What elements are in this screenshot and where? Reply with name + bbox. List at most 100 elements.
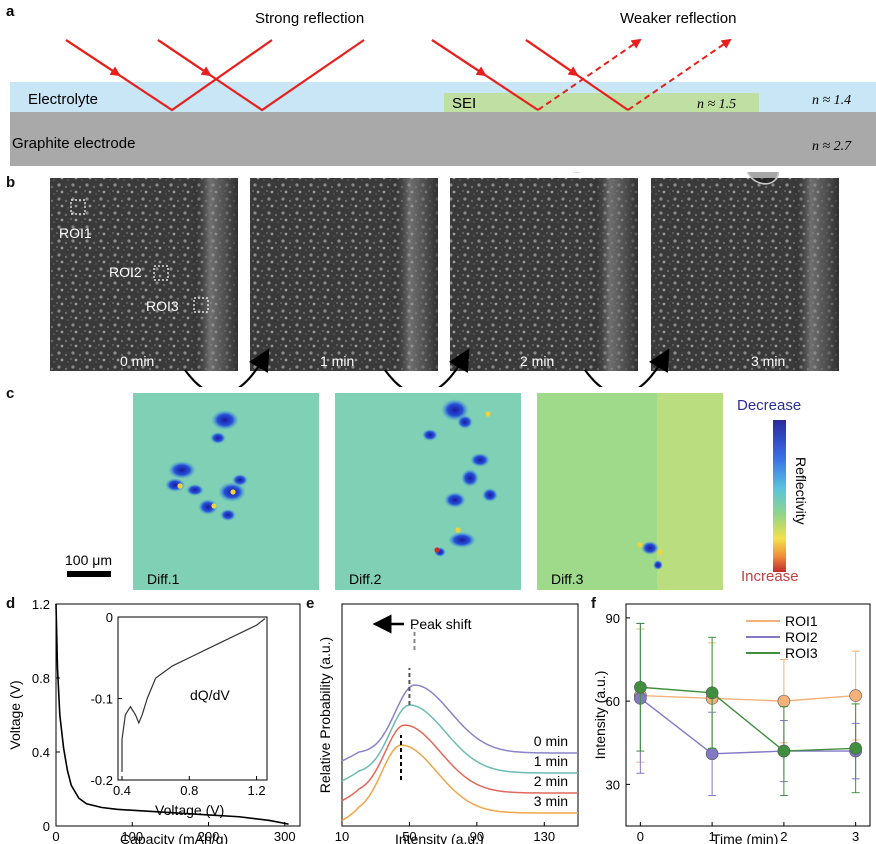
decrease-spot-2-8 bbox=[448, 532, 476, 548]
panel-label-c: c bbox=[6, 385, 15, 402]
chart-f-xlabel: Time (min) bbox=[712, 831, 778, 844]
panel-c-difference-maps: Diff.1 Diff.2 Diff.3 Decrease Increase Ref… bbox=[65, 393, 809, 590]
decrease-spot-1-3 bbox=[168, 461, 196, 479]
micrograph-3: 2 min bbox=[450, 172, 638, 371]
reflection-rays bbox=[65, 38, 732, 112]
diff-label-2: Diff.2 bbox=[349, 571, 382, 587]
chart-f-ylabel: Intensity (a.u.) bbox=[592, 671, 608, 760]
diff-label-1: Diff.1 bbox=[147, 571, 180, 587]
time-label-3: 2 min bbox=[520, 353, 554, 369]
graphite-label: Graphite electrode bbox=[12, 135, 135, 152]
chart-d-ytick-label: 0.4 bbox=[32, 745, 50, 760]
sei-region-outline-4-1 bbox=[746, 172, 780, 185]
scale-bar-label: 100 μm bbox=[65, 552, 112, 568]
chart-f-xtick-label: 1 bbox=[709, 829, 716, 844]
colorbar-bottom-label: Increase bbox=[741, 568, 799, 585]
chart-f-line-3 bbox=[640, 686, 856, 752]
decrease-spot-2-7 bbox=[444, 492, 466, 508]
chart-e: 10 50 90 130 0 min 1 min 2 min 3 min Peak shift I… bbox=[317, 603, 579, 844]
ray-arrow-4 bbox=[525, 39, 579, 77]
chart-d-inset-curve bbox=[121, 618, 266, 772]
diff-label-3: Diff.3 bbox=[551, 571, 584, 587]
roi-box-3 bbox=[193, 297, 209, 313]
chart-f-line-2 bbox=[639, 697, 856, 755]
chart-e-xtick-label: 90 bbox=[470, 829, 484, 844]
panel-label-b: b bbox=[6, 174, 16, 191]
n-graphite-label: n ≈ 2.7 bbox=[812, 139, 852, 154]
chart-d-ylabel: Voltage (V) bbox=[7, 680, 23, 749]
electrolyte-label: Electrolyte bbox=[28, 91, 98, 108]
chart-d-ytick-label: 1.2 bbox=[32, 597, 50, 612]
graphite-layer bbox=[10, 112, 876, 166]
chart-d-inset-xtick-label: 0.4 bbox=[113, 783, 131, 798]
chart-e-xlabel: Intensity (a.u.) bbox=[395, 831, 484, 844]
panel-b-micrographs: 0 min 1 min 2 min 3 min ROI1 ROI2 ROI3 bbox=[50, 172, 839, 387]
time-label-1: 0 min bbox=[120, 353, 154, 369]
chart-d-frame bbox=[55, 603, 301, 827]
chart-f-point-3-2 bbox=[705, 686, 719, 700]
weak-reflected-ray-2 bbox=[627, 38, 732, 111]
chart-f-legend-label-2: ROI2 bbox=[785, 629, 818, 645]
sequence-arrow-3 bbox=[584, 348, 670, 387]
chart-f-point-3-4 bbox=[849, 742, 862, 755]
time-label-4: 3 min bbox=[751, 353, 785, 369]
chart-f-ytick-label: 60 bbox=[606, 694, 620, 709]
chart-f-legend-label-3: ROI3 bbox=[785, 645, 818, 661]
chart-f-point-3-1 bbox=[634, 680, 647, 694]
panel-b: b bbox=[0, 172, 876, 387]
increase-spot-3-2 bbox=[657, 549, 663, 555]
decrease-spot-2-6 bbox=[482, 488, 498, 502]
chart-d-xlabel: Capacity (mAh/g) bbox=[120, 831, 228, 844]
micrograph-2: 1 min bbox=[250, 178, 438, 371]
decrease-spot-2-3 bbox=[422, 429, 438, 441]
decrease-spot-1-8 bbox=[198, 499, 218, 515]
chart-d-curve bbox=[55, 603, 289, 825]
micrograph-4: 3 min bbox=[651, 172, 839, 371]
chart-d-xtick-label: 300 bbox=[274, 829, 296, 844]
decrease-spot-1-2 bbox=[210, 432, 226, 444]
decrease-spot-1-7 bbox=[232, 474, 248, 486]
ray-arrow-3 bbox=[431, 39, 487, 77]
chart-e-series-4 bbox=[341, 744, 579, 822]
micrograph-1: 0 min bbox=[50, 178, 238, 371]
diff-map-yellow-edge bbox=[657, 393, 723, 590]
chart-f-ytick-label: 30 bbox=[606, 777, 620, 792]
increase-spot-3-1 bbox=[637, 542, 643, 548]
decrease-spot-1-1 bbox=[211, 410, 239, 430]
chart-d: 0 100 200 300 0 0.4 0.8 1.2 Capacity (mAh/g) Volt… bbox=[7, 597, 301, 844]
increase-spot-2-3 bbox=[455, 527, 461, 533]
diff-map-3: Diff.3 bbox=[537, 393, 723, 590]
chart-e-series-label-4: 3 min bbox=[534, 793, 568, 809]
chart-e-series-label-2: 1 min bbox=[534, 753, 568, 769]
roi-label-2: ROI2 bbox=[109, 264, 142, 280]
chart-f-xtick-label: 0 bbox=[637, 829, 644, 844]
diff-map-2: Diff.2 bbox=[335, 393, 521, 590]
chart-e-xtick-label: 10 bbox=[335, 829, 349, 844]
increase-spot-2-2 bbox=[485, 411, 491, 417]
chart-d-inset-xlabel: Voltage (V) bbox=[155, 802, 224, 818]
ray-arrow-2 bbox=[157, 39, 212, 77]
micrograph-edge-2 bbox=[250, 178, 438, 371]
diff-map-1: Diff.1 bbox=[133, 393, 319, 590]
chart-d-inset-xtick-label: 0.8 bbox=[180, 783, 198, 798]
chart-f-point-1-3 bbox=[777, 694, 791, 708]
colorbar-top-label: Decrease bbox=[737, 397, 801, 414]
chart-d-inset-ytick-label: -0.1 bbox=[91, 692, 113, 707]
sequence-arrow-2 bbox=[384, 348, 470, 387]
chart-e-series-1 bbox=[341, 684, 579, 762]
chart-f-xtick-label: 2 bbox=[780, 829, 787, 844]
chart-f-point-1-4 bbox=[849, 689, 862, 702]
chart-e-series-2 bbox=[341, 704, 579, 782]
chart-f-xtick-label: 3 bbox=[852, 829, 859, 844]
chart-d-ytick-label: 0 bbox=[43, 819, 50, 834]
chart-d-inset-frame bbox=[117, 616, 268, 781]
chart-e-xtick-label: 50 bbox=[402, 829, 416, 844]
chart-d-inset-xtick-label: 1.2 bbox=[248, 783, 266, 798]
decrease-spot-1-9 bbox=[220, 509, 236, 521]
n-sei-label: n ≈ 1.5 bbox=[697, 97, 736, 112]
panel-label-f: f bbox=[591, 595, 596, 612]
increase-spot-1-2 bbox=[230, 489, 236, 495]
decrease-spot-3-1 bbox=[641, 541, 659, 555]
decrease-spot-2-2 bbox=[457, 415, 473, 429]
